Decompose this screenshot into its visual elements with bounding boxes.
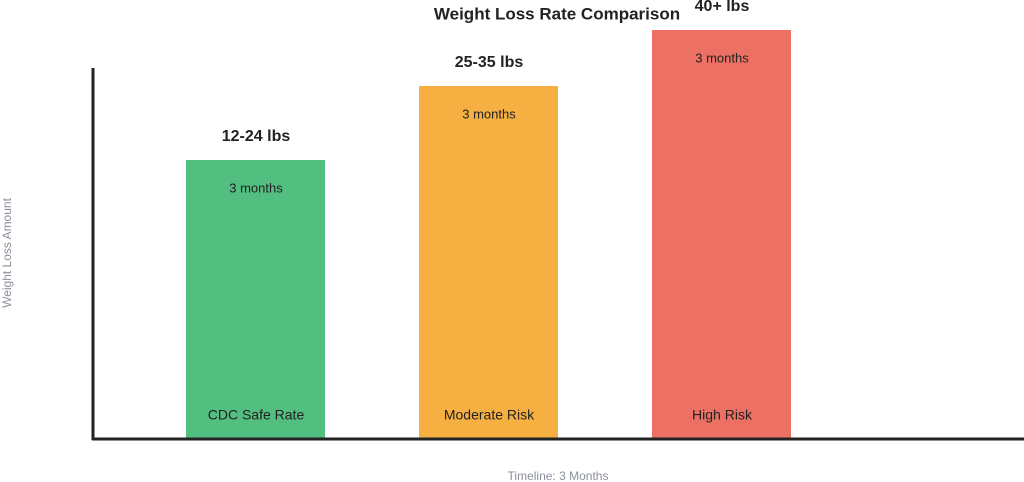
duration-label: 3 months	[229, 180, 283, 195]
amount-label: 25-35 lbs	[455, 54, 524, 71]
bar-label: Moderate Risk	[444, 407, 535, 423]
bar	[652, 30, 791, 439]
bar-label: High Risk	[692, 407, 753, 423]
bar-label: CDC Safe Rate	[208, 407, 305, 423]
y-axis-label: Weight Loss Amount	[0, 197, 14, 308]
amount-label: 12-24 lbs	[222, 128, 291, 145]
bar	[186, 160, 325, 439]
amount-label: 40+ lbs	[695, 0, 750, 15]
bar	[419, 86, 558, 439]
duration-label: 3 months	[462, 106, 516, 121]
x-axis-label: Timeline: 3 Months	[508, 469, 609, 482]
chart-title: Weight Loss Rate Comparison	[434, 4, 680, 23]
duration-label: 3 months	[695, 50, 749, 65]
